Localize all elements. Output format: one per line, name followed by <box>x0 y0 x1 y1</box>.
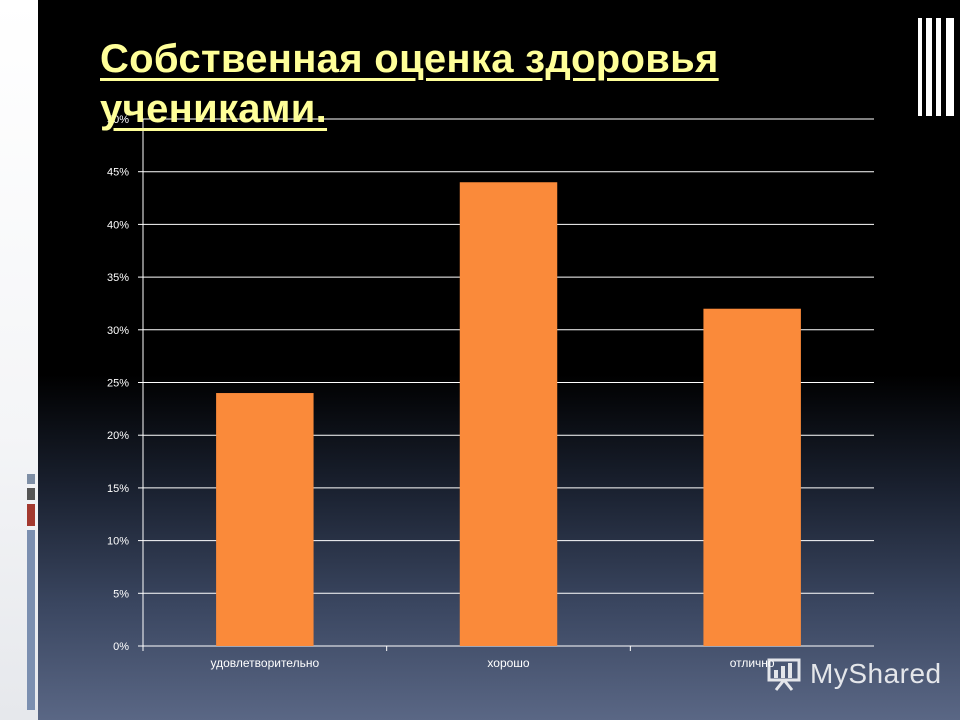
slide-decoration <box>918 0 958 120</box>
slide-left-strip <box>0 0 38 720</box>
slide-title: Собственная оценка здоровья учениками. <box>100 37 719 131</box>
y-tick-label: 45% <box>107 167 129 179</box>
y-tick-label: 20% <box>107 430 129 442</box>
y-tick-label: 15% <box>107 483 129 495</box>
strip-block-dark <box>27 488 35 500</box>
strip-block-red <box>27 504 35 526</box>
y-tick-label: 50% <box>107 114 129 126</box>
watermark: MyShared <box>766 654 942 694</box>
bar <box>703 308 801 646</box>
x-tick-label: хорошо <box>487 656 530 670</box>
presentation-board-icon <box>767 658 801 691</box>
y-tick-label: 10% <box>107 536 129 548</box>
x-tick-label: отлично <box>730 656 775 670</box>
y-tick-label: 5% <box>113 588 129 600</box>
bar <box>459 182 558 647</box>
y-tick-label: 30% <box>107 325 129 337</box>
y-tick-label: 40% <box>107 219 129 231</box>
watermark-text: MyShared <box>810 658 942 689</box>
strip-block-blue <box>27 530 35 710</box>
strip-block-grey <box>27 474 35 484</box>
y-tick-label: 0% <box>113 641 129 653</box>
bar <box>216 393 314 646</box>
y-tick-label: 25% <box>107 378 129 390</box>
x-tick-label: удовлетворительно <box>211 656 320 670</box>
y-tick-label: 35% <box>107 272 129 284</box>
